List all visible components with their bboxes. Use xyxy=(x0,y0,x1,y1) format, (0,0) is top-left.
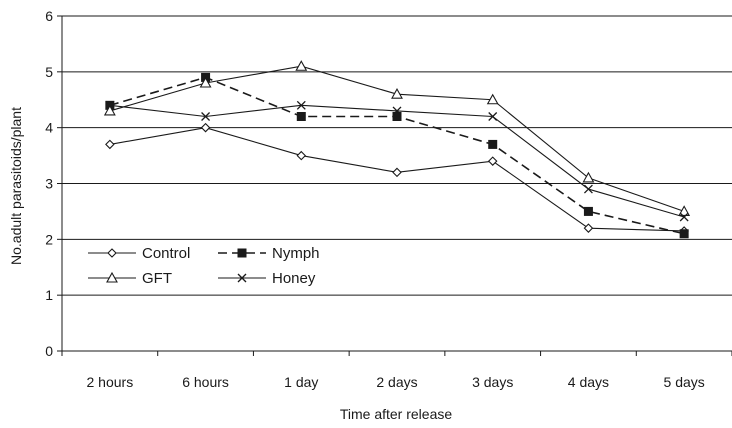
point-gft xyxy=(486,93,499,105)
point-control xyxy=(392,167,402,178)
x-tick-labels: 2 hours 6 hours 1 day 2 days 3 days 4 days 5 d… xyxy=(87,374,705,390)
point-control xyxy=(200,122,211,133)
point-honey xyxy=(679,212,689,222)
axes xyxy=(57,15,732,356)
legend-label-nymph: Nymph xyxy=(272,245,320,262)
point-gft xyxy=(582,171,595,183)
series-line-honey xyxy=(109,104,685,218)
x-axis-title: Time after release xyxy=(340,406,453,422)
point-honey xyxy=(392,106,402,116)
gridlines xyxy=(62,15,732,296)
point-gft xyxy=(199,76,212,88)
legend-label-gft: GFT xyxy=(142,270,172,287)
point-honey xyxy=(105,100,115,110)
point-honey xyxy=(488,112,498,121)
point-nymph xyxy=(488,139,498,149)
legend-item-nymph: Nymph xyxy=(218,245,320,262)
point-honey xyxy=(583,184,593,194)
legend-marker-control xyxy=(107,248,117,258)
legend-label-honey: Honey xyxy=(272,270,316,287)
point-gft xyxy=(391,88,403,99)
point-nymph xyxy=(679,229,689,239)
legend: Control Nymph GFT Honey xyxy=(88,245,320,287)
y-tick-labels: 0 1 2 3 4 5 6 xyxy=(45,8,53,359)
y-tick-label: 3 xyxy=(45,176,53,192)
series-group xyxy=(103,60,691,239)
point-control xyxy=(487,156,498,166)
point-nymph xyxy=(392,112,402,121)
legend-marker-nymph xyxy=(237,248,247,258)
y-tick-label: 0 xyxy=(45,343,53,359)
x-tick-label: 5 days xyxy=(664,374,705,390)
x-tick-label: 2 hours xyxy=(87,374,134,390)
series-line-gft xyxy=(109,65,685,212)
point-control xyxy=(296,150,307,161)
legend-item-honey: Honey xyxy=(218,270,316,287)
series-line-nymph xyxy=(109,76,685,235)
y-tick-label: 5 xyxy=(45,64,53,80)
y-tick-label: 1 xyxy=(45,287,53,303)
x-tick-label: 2 days xyxy=(376,374,417,390)
point-gft xyxy=(103,104,116,116)
point-honey xyxy=(296,100,306,110)
point-nymph xyxy=(583,206,593,216)
y-axis-title: No.adult parasitoids/plant xyxy=(8,107,24,265)
point-nymph xyxy=(296,112,306,121)
legend-marker-honey xyxy=(237,273,247,283)
point-control xyxy=(583,223,594,233)
x-tick-label: 3 days xyxy=(472,374,513,390)
x-tick-label: 1 day xyxy=(284,374,318,390)
y-tick-label: 4 xyxy=(45,120,53,136)
point-honey xyxy=(201,112,211,121)
y-tick-label: 2 xyxy=(45,231,53,247)
y-tick-label: 6 xyxy=(45,8,53,24)
point-control xyxy=(105,139,115,150)
legend-item-gft: GFT xyxy=(88,270,172,287)
series-line-control xyxy=(109,127,685,232)
x-tick-label: 4 days xyxy=(568,374,609,390)
point-gft xyxy=(678,205,691,216)
point-gft xyxy=(295,60,308,71)
legend-marker-gft xyxy=(106,271,118,283)
x-tick-label: 6 hours xyxy=(182,374,229,390)
legend-label-control: Control xyxy=(142,245,190,262)
legend-item-control: Control xyxy=(88,245,190,262)
